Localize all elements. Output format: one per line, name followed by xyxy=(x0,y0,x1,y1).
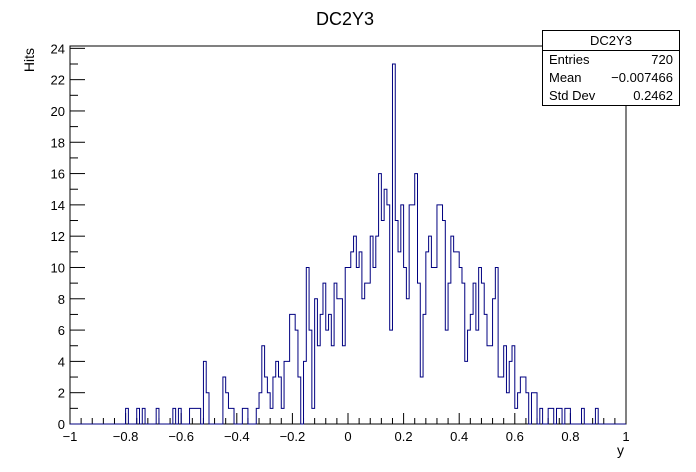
stats-row-stddev: Std Dev 0.2462 xyxy=(543,87,679,105)
x-tick-label: 0.2 xyxy=(395,429,413,444)
x-tick-label: 0.6 xyxy=(506,429,524,444)
stats-label: Mean xyxy=(549,70,582,85)
x-tick-label: −1 xyxy=(63,429,78,444)
stats-value: −0.007466 xyxy=(611,70,673,85)
x-axis-label: y xyxy=(617,442,624,458)
stats-title: DC2Y3 xyxy=(543,31,679,51)
x-tick-label: 0.8 xyxy=(561,429,579,444)
x-tick-label: −0.6 xyxy=(168,429,194,444)
x-tick-label: 0.4 xyxy=(450,429,468,444)
y-tick-label: 2 xyxy=(58,386,65,401)
y-tick-label: 22 xyxy=(51,73,65,88)
chart-title: DC2Y3 xyxy=(316,9,374,29)
x-tick-label: 0 xyxy=(344,429,351,444)
y-tick-label: 6 xyxy=(58,323,65,338)
stats-label: Std Dev xyxy=(549,88,596,103)
histogram-series xyxy=(70,63,626,425)
y-tick-label: 16 xyxy=(51,167,65,182)
y-tick-label: 0 xyxy=(58,417,65,432)
y-tick-label: 12 xyxy=(51,229,65,244)
stats-row-mean: Mean −0.007466 xyxy=(543,69,679,87)
x-tick-label: −0.2 xyxy=(280,429,306,444)
y-tick-label: 14 xyxy=(51,198,65,213)
y-tick-label: 24 xyxy=(51,41,65,56)
axes: −1 −0.8 −0.6 −0.4 −0.2 0 0.2 0.4 0.6 0.8 102468101… xyxy=(51,41,630,444)
stats-value: 0.2462 xyxy=(633,88,673,103)
stats-value: 720 xyxy=(651,52,673,67)
x-tick-label: 1 xyxy=(622,429,629,444)
y-tick-label: 10 xyxy=(51,260,65,275)
stats-label: Entries xyxy=(549,52,590,67)
x-tick-label: −0.8 xyxy=(113,429,139,444)
y-tick-label: 8 xyxy=(58,292,65,307)
stats-box: DC2Y3 Entries 720 Mean −0.007466 Std Dev… xyxy=(542,30,680,106)
stats-row-entries: Entries 720 xyxy=(543,51,679,69)
y-axis-label: Hits xyxy=(21,48,37,72)
y-tick-label: 4 xyxy=(58,354,65,369)
y-tick-label: 20 xyxy=(51,104,65,119)
x-tick-label: −0.4 xyxy=(224,429,250,444)
y-tick-label: 18 xyxy=(51,135,65,150)
